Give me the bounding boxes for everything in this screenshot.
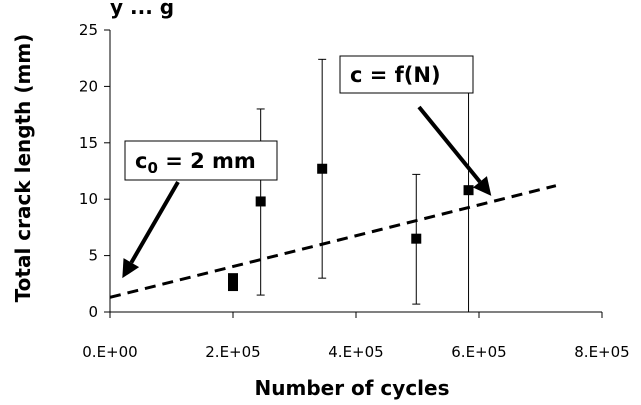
chart-title-fragment: y ... g	[110, 0, 174, 19]
data-point	[411, 233, 422, 244]
marker-group	[228, 163, 474, 292]
annotation-initial-crack-text: c0 = 2 mm	[135, 149, 256, 177]
data-point	[463, 185, 474, 196]
x-tick-group: 0.E+00 2.E+05 4.E+05 6.E+05 8.E+05	[82, 312, 630, 361]
y-axis-title: Total crack length (mm)	[11, 34, 35, 303]
trend-line	[109, 184, 557, 299]
annotation-initial-crack-box	[124, 140, 278, 181]
annotation-initial-crack-arrowhead	[122, 258, 140, 279]
annotation-crack-function: c = f(N)	[339, 55, 492, 196]
y-tick-label: 25	[79, 21, 98, 39]
x-tick-label: 8.E+05	[574, 343, 629, 361]
annotation-crack-function-text: c = f(N)	[350, 63, 441, 87]
annotation-initial-crack-arrow	[129, 180, 180, 264]
annotation-initial-crack-rest: = 2 mm	[158, 149, 256, 173]
error-bar-group	[256, 58, 473, 313]
annotation-initial-crack: c0 = 2 mm	[122, 140, 278, 279]
x-tick-label: 0.E+00	[82, 343, 137, 361]
y-tick-label: 0	[88, 303, 98, 321]
annotation-crack-function-arrowhead	[472, 176, 492, 196]
x-tick-label: 4.E+05	[328, 343, 383, 361]
y-tick-label: 10	[79, 190, 98, 208]
x-tick-label: 6.E+05	[451, 343, 506, 361]
y-tick-label: 20	[79, 77, 98, 95]
y-tick-label: 5	[88, 247, 98, 265]
data-point	[317, 163, 328, 174]
y-tick-group: 0 5 10 15 20 25	[79, 21, 110, 321]
y-tick-label: 15	[79, 134, 98, 152]
annotation-initial-crack-sub: 0	[147, 159, 157, 177]
x-tick-label: 2.E+05	[205, 343, 260, 361]
data-point	[255, 196, 266, 207]
x-axis-title: Number of cycles	[255, 376, 450, 400]
annotation-crack-function-box	[339, 55, 474, 94]
data-point	[228, 277, 238, 288]
annotation-crack-function-arrow	[417, 105, 482, 184]
annotation-initial-crack-main: c	[135, 149, 147, 173]
